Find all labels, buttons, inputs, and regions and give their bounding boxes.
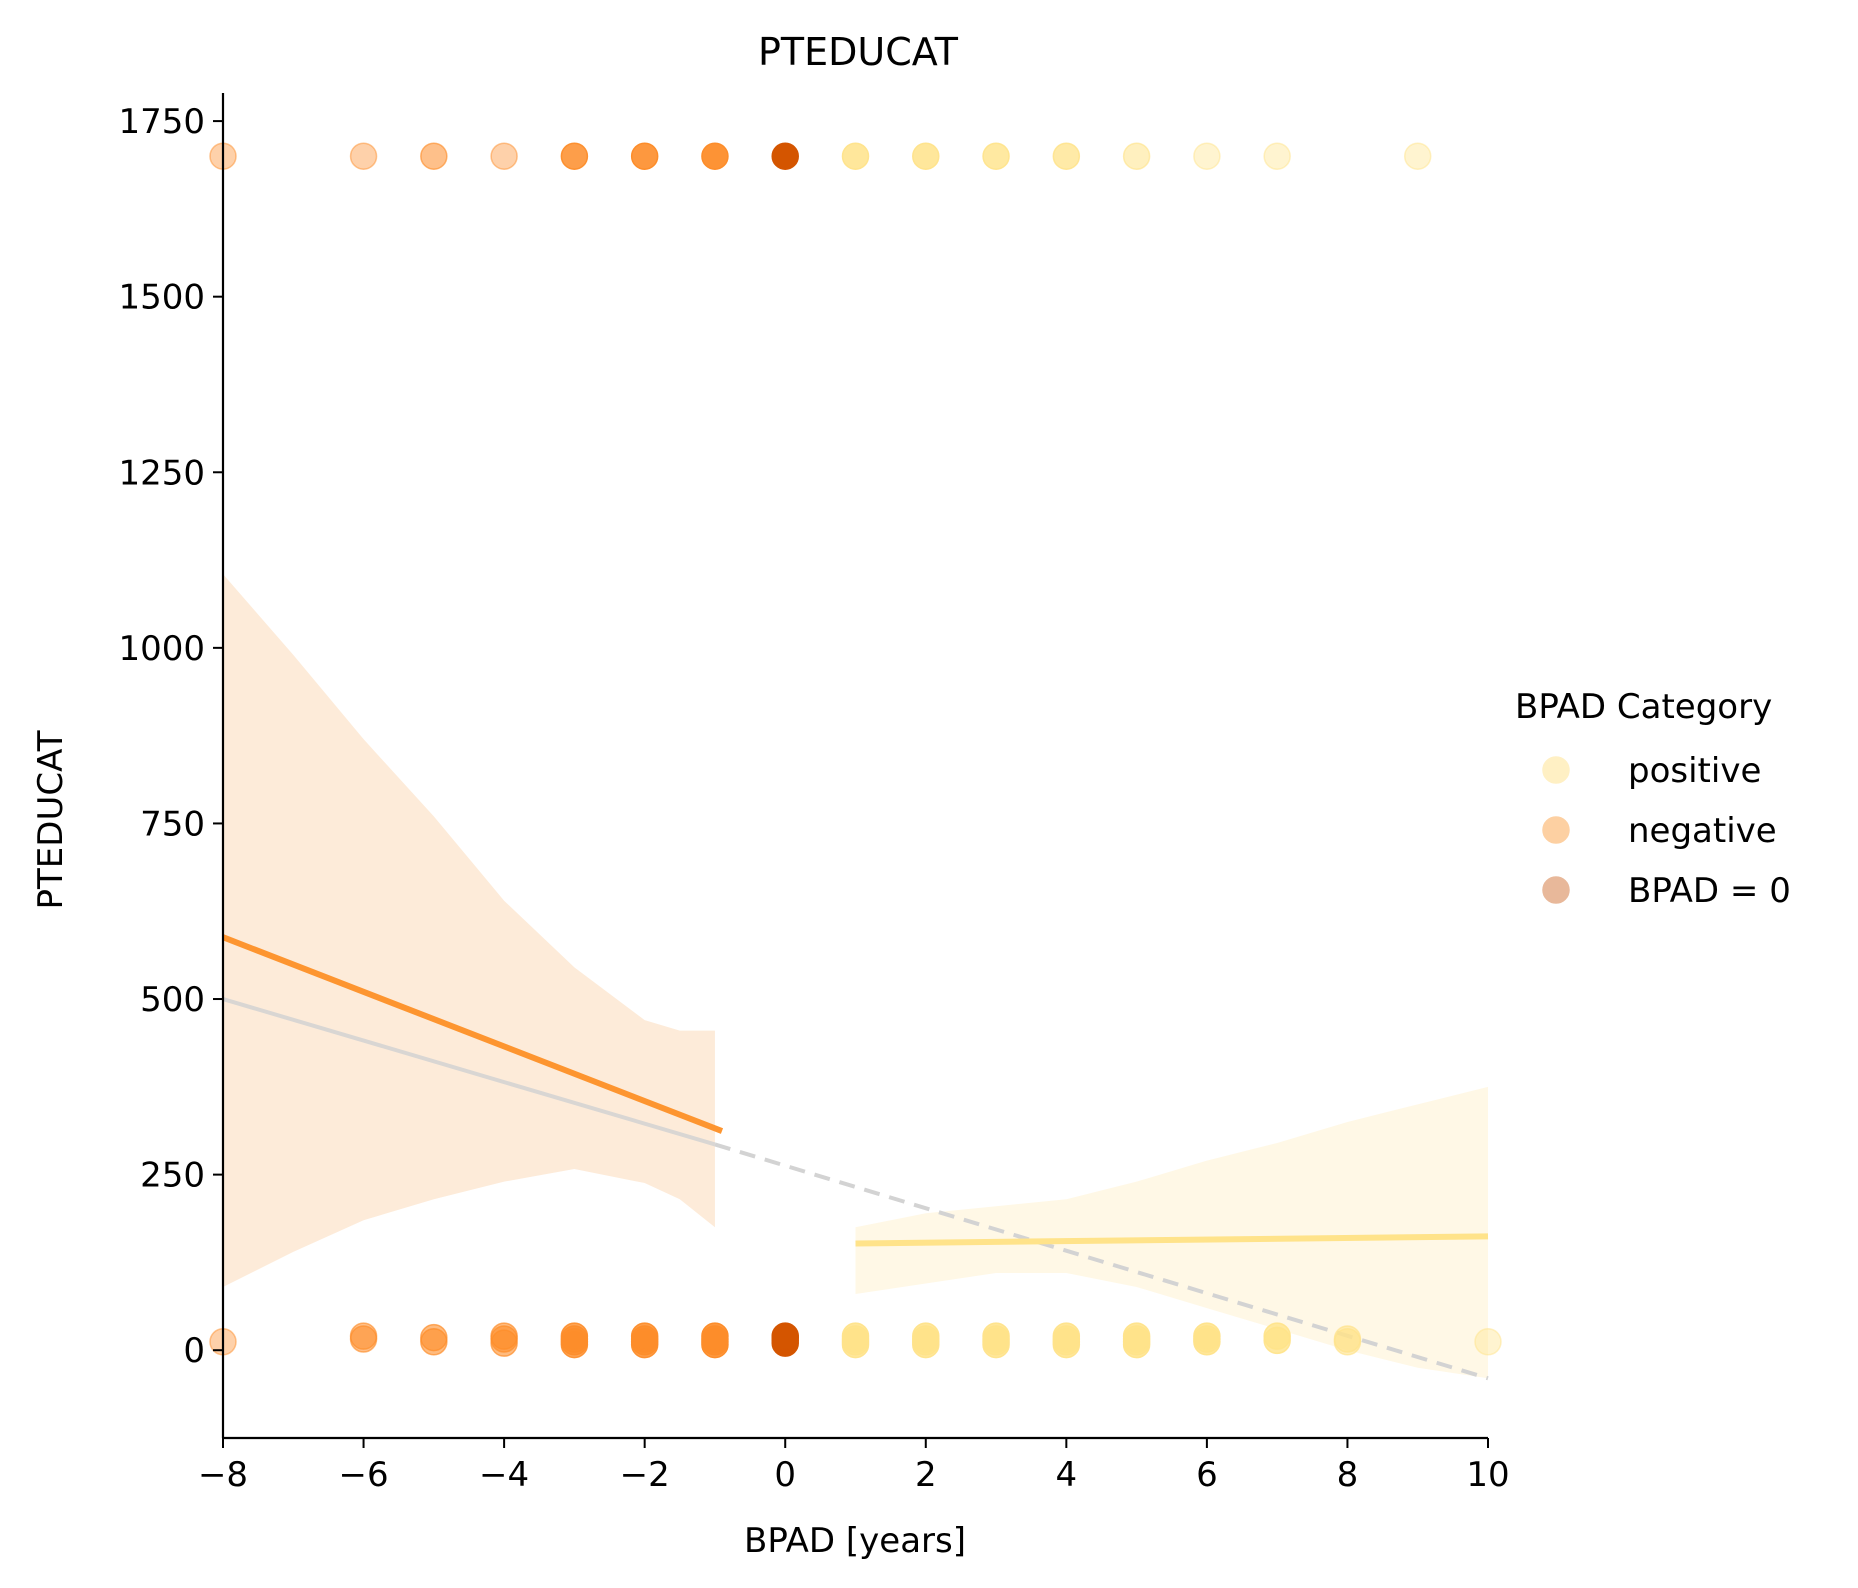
positive-point (1122, 1322, 1151, 1350)
negative-point (560, 142, 589, 170)
positive-point (1263, 1322, 1291, 1350)
y-tick-label: 0 (183, 1331, 205, 1371)
legend-marker (1542, 756, 1570, 784)
x-axis-label: BPAD [years] (744, 1521, 966, 1561)
negative-point (420, 142, 448, 170)
x-ticks: −8 −6 −4 −2 0 2 4 6 8 10 (198, 1438, 1510, 1495)
positive-point (841, 1322, 870, 1350)
y-tick-label: 1750 (118, 102, 205, 142)
positive-point (1193, 1322, 1221, 1350)
positive-point (1122, 142, 1151, 170)
x-tick-label: −6 (338, 1455, 388, 1495)
positive-point (1474, 1328, 1502, 1356)
legend-label: positive (1628, 751, 1761, 791)
positive-point (1263, 142, 1291, 170)
negative-point (349, 142, 378, 170)
chart-title: PTEDUCAT (758, 30, 959, 74)
y-tick-label: 500 (140, 980, 205, 1020)
x-tick-label: 2 (915, 1455, 937, 1495)
overall-trend-line (222, 997, 716, 1147)
x-tick-label: 8 (1337, 1455, 1359, 1495)
confidence-bands (223, 574, 1488, 1379)
negative-point (701, 142, 729, 170)
y-tick-label: 750 (140, 804, 205, 844)
legend-marker (1542, 816, 1570, 844)
x-tick-label: −8 (198, 1455, 248, 1495)
x-tick-label: 0 (774, 1455, 796, 1495)
positive-point (912, 142, 940, 170)
positive-confidence-band (855, 1086, 1488, 1379)
y-tick-label: 250 (140, 1156, 205, 1196)
positive-point (982, 142, 1010, 170)
positive-point (912, 1322, 940, 1350)
negative-point (630, 1322, 659, 1350)
zero-point (771, 142, 799, 170)
positive-regression-line (855, 1233, 1489, 1247)
y-tick-label: 1250 (118, 453, 205, 493)
y-tick-label: 1500 (118, 278, 205, 318)
legend-entries: positive negative BPAD = 0 (1542, 751, 1791, 911)
x-tick-label: 4 (1056, 1455, 1078, 1495)
x-tick-label: −4 (479, 1455, 529, 1495)
overall-trend-line-dashed (714, 1142, 1489, 1381)
negative-regression-line (221, 934, 724, 1134)
scatter-points (209, 142, 1502, 1359)
x-tick-label: 6 (1196, 1455, 1218, 1495)
y-axis-label: PTEDUCAT (31, 730, 71, 909)
positive-point (841, 142, 870, 170)
x-tick-label: −2 (620, 1455, 670, 1495)
negative-point (490, 142, 518, 170)
regression-lines (221, 934, 1489, 1381)
negative-confidence-band (223, 574, 715, 1287)
legend-marker (1542, 876, 1570, 904)
negative-point (630, 142, 659, 170)
positive-point (1052, 142, 1081, 170)
positive-point (1052, 1322, 1081, 1350)
legend-label: negative (1628, 811, 1777, 851)
negative-point (349, 1322, 378, 1350)
y-tick-label: 1000 (118, 629, 205, 669)
negative-point (420, 1323, 448, 1352)
negative-point (560, 1322, 589, 1350)
legend-title: BPAD Category (1515, 687, 1772, 727)
y-ticks: 0 250 500 750 1000 1250 1500 1750 (118, 102, 223, 1371)
positive-point (982, 1322, 1010, 1350)
positive-point (1333, 1325, 1362, 1353)
legend: BPAD Category positive negative BPAD = 0 (1515, 687, 1791, 911)
axes: −8 −6 −4 −2 0 2 4 6 8 10 0 250 500 750 1000 1250 1500 17… (118, 93, 1510, 1495)
x-tick-label: 10 (1466, 1455, 1509, 1495)
positive-point (1403, 142, 1432, 170)
zero-point (771, 1322, 799, 1350)
positive-point (1193, 142, 1221, 170)
negative-point (490, 1322, 518, 1350)
negative-point (701, 1322, 729, 1350)
legend-label: BPAD = 0 (1628, 871, 1791, 911)
